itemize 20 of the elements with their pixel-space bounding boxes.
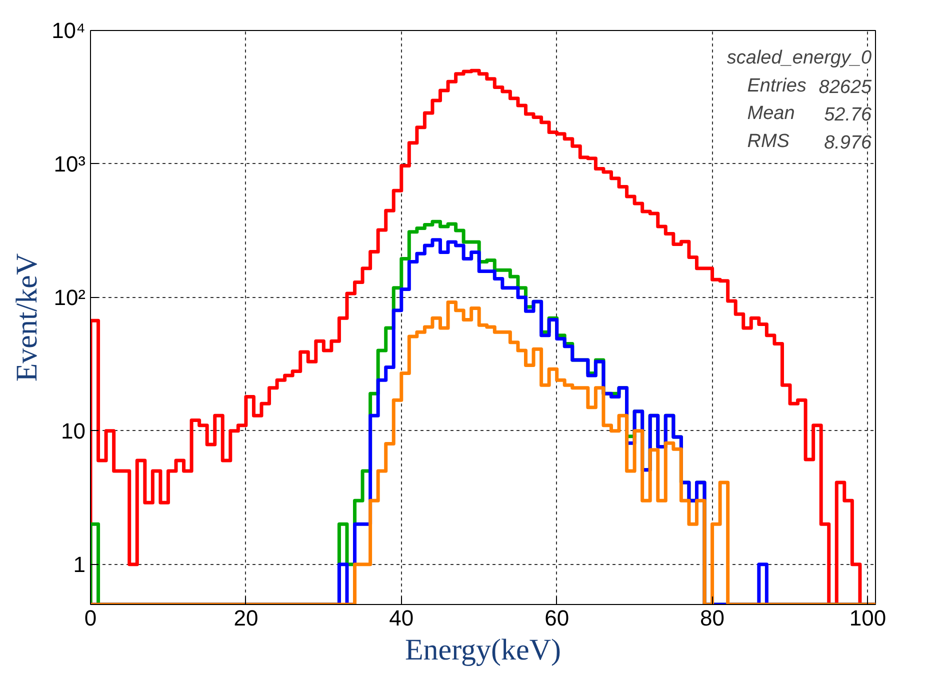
x-tick-label: 20 bbox=[234, 606, 258, 630]
annotation: scaled_energy_0 bbox=[726, 48, 872, 69]
y-axis-title: Event/keV bbox=[10, 253, 44, 382]
x-tick-label: 0 bbox=[84, 606, 97, 630]
x-tick-label: 60 bbox=[544, 606, 570, 630]
annotation: 8.976 bbox=[824, 132, 872, 154]
y-tick-label: 10⁴ bbox=[52, 18, 86, 43]
annotation: 82625 bbox=[818, 76, 872, 98]
y-tick-label: 10 bbox=[61, 418, 86, 444]
x-axis-title: Energy(keV) bbox=[404, 634, 562, 666]
y-tick-label: 10² bbox=[54, 284, 86, 310]
x-tick-label: 100 bbox=[849, 606, 886, 630]
y-tick-label: 10³ bbox=[54, 151, 86, 176]
annotation: 52.76 bbox=[824, 104, 872, 126]
annotation: RMS bbox=[747, 130, 790, 152]
y-tick-label: 1 bbox=[73, 552, 86, 577]
x-tick-label: 80 bbox=[700, 606, 725, 630]
annotation: Entries bbox=[747, 75, 807, 96]
x-tick-label: 40 bbox=[389, 606, 414, 630]
annotation: Mean bbox=[747, 103, 795, 124]
